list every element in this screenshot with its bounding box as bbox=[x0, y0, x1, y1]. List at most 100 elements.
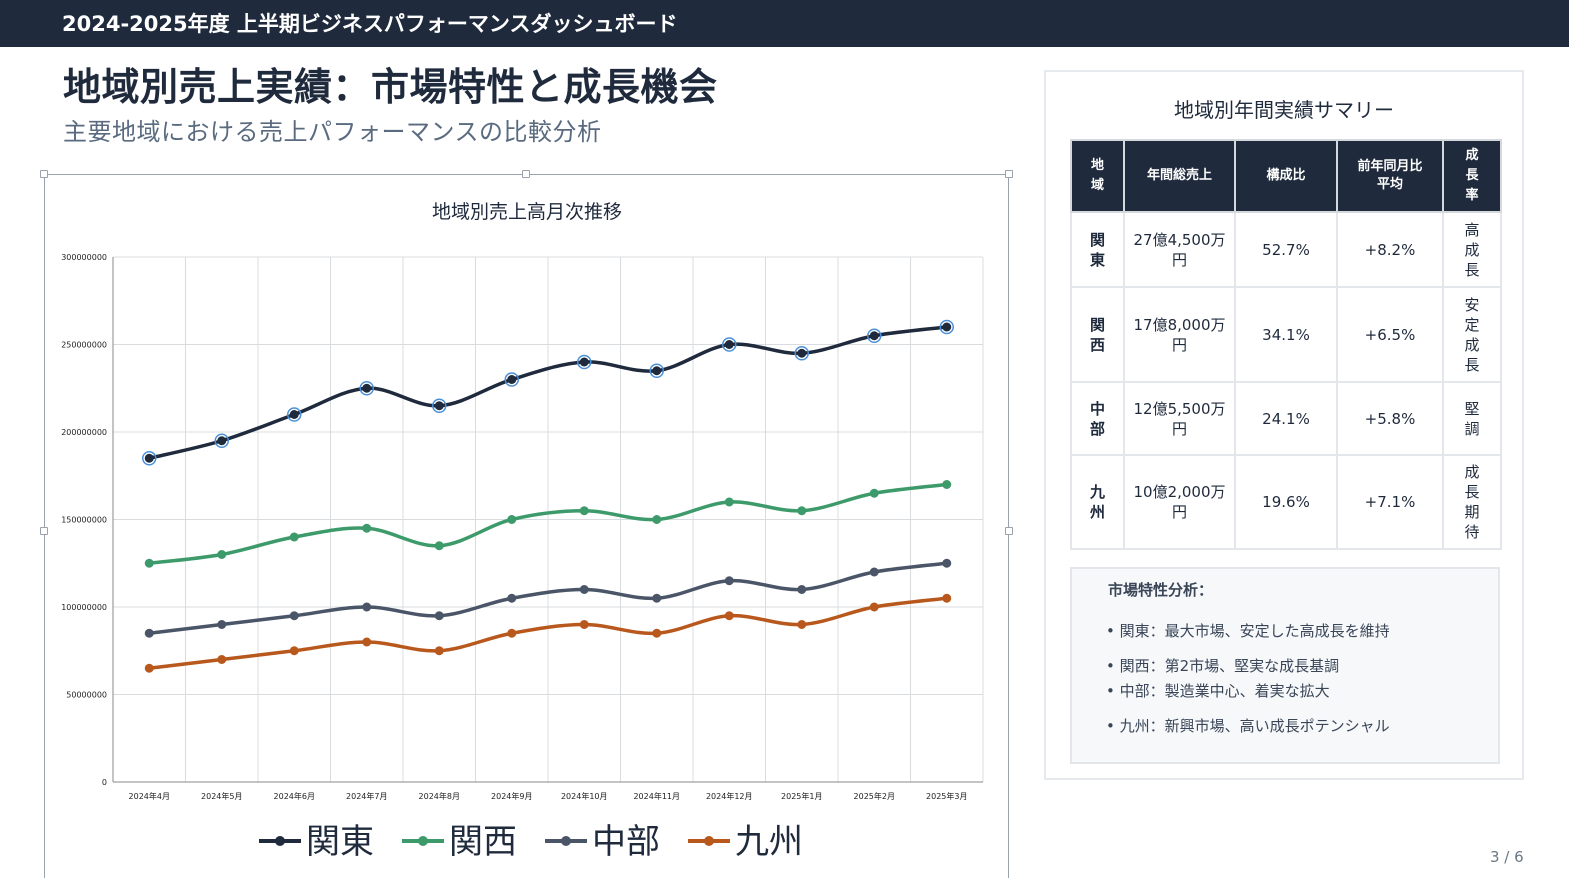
yoy-cell: +5.8% bbox=[1336, 381, 1444, 456]
x-tick-label: 2024年9月 bbox=[491, 791, 532, 801]
data-point bbox=[797, 620, 807, 629]
data-point bbox=[579, 506, 589, 516]
header-growth: 成長率 bbox=[1442, 139, 1502, 213]
data-point bbox=[724, 576, 734, 586]
data-point bbox=[942, 480, 952, 489]
data-point bbox=[434, 401, 444, 411]
share-cell: 19.6% bbox=[1234, 454, 1338, 550]
data-point bbox=[362, 602, 372, 612]
data-point bbox=[797, 348, 807, 358]
legend-marker-1 bbox=[418, 836, 428, 846]
data-point bbox=[797, 506, 807, 516]
table-row: 中部 12億5,500万円 24.1% +5.8% 堅調 bbox=[1070, 381, 1502, 456]
data-point bbox=[217, 436, 227, 446]
selected-point-marker bbox=[794, 346, 809, 361]
data-point bbox=[217, 550, 227, 559]
x-tick-label: 2024年8月 bbox=[419, 791, 460, 801]
x-tick-label: 2025年1月 bbox=[781, 791, 822, 801]
page-subtitle: 主要地域における売上パフォーマンスの比較分析 bbox=[63, 118, 602, 146]
growth-cell: 高成長 bbox=[1442, 211, 1502, 288]
y-tick-label: 0 bbox=[102, 778, 107, 787]
market-analysis-box: 市場特性分析： • 関東：最大市場、安定した高成長を維持 • 関西：第2市場、堅… bbox=[1070, 567, 1500, 764]
data-point bbox=[652, 515, 662, 524]
summary-header-row: 地域 年間総売上 構成比 前年同月比平均 成長率 bbox=[1070, 139, 1502, 213]
data-point bbox=[144, 663, 154, 673]
series-line-3 bbox=[149, 596, 947, 670]
resize-handle-middle-right[interactable] bbox=[1005, 527, 1013, 535]
sales-cell: 10億2,000万円 bbox=[1123, 454, 1236, 550]
selected-point-marker bbox=[504, 372, 519, 387]
selected-point-marker bbox=[577, 354, 592, 370]
table-row: 関西 17億8,000万円 34.1% +6.5% 安定成長 bbox=[1070, 286, 1502, 383]
data-point bbox=[724, 611, 734, 621]
data-point bbox=[217, 620, 227, 629]
data-point bbox=[942, 593, 952, 603]
selected-point-marker bbox=[287, 407, 302, 422]
selected-point-marker bbox=[359, 381, 374, 396]
series-line-1 bbox=[149, 482, 947, 565]
resize-handle-middle-left[interactable] bbox=[40, 527, 48, 535]
data-point bbox=[507, 375, 517, 384]
data-point bbox=[362, 637, 372, 647]
resize-handle-top-left[interactable] bbox=[40, 170, 48, 178]
line-chart: 地域別売上高月次推移 0 50000000 100000000 150000000 200… bbox=[61, 201, 984, 862]
data-point bbox=[579, 357, 589, 367]
resize-handle-top-right[interactable] bbox=[1005, 170, 1013, 178]
data-point bbox=[579, 585, 589, 594]
summary-title: 地域別年間実績サマリー bbox=[1174, 98, 1394, 122]
yoy-cell: +8.2% bbox=[1336, 211, 1444, 288]
analysis-item: • 九州：新興市場、高い成長ポテンシャル bbox=[1106, 717, 1390, 735]
header-share: 構成比 bbox=[1234, 139, 1338, 213]
share-cell: 34.1% bbox=[1234, 286, 1338, 383]
x-tick-label: 2024年10月 bbox=[561, 791, 608, 801]
series-line-2 bbox=[149, 561, 947, 635]
yoy-cell: +7.1% bbox=[1336, 454, 1444, 550]
legend-marker-2 bbox=[561, 836, 571, 846]
table-row: 九州 10億2,000万円 19.6% +7.1% 成長期待 bbox=[1070, 454, 1502, 550]
analysis-item: • 関西：第2市場、堅実な成長基調 bbox=[1106, 657, 1340, 675]
summary-table: 地域 年間総売上 構成比 前年同月比平均 成長率 関東 27億4,500万円 5… bbox=[1070, 139, 1502, 550]
data-point bbox=[797, 585, 807, 594]
data-point bbox=[579, 620, 589, 629]
data-point bbox=[724, 340, 734, 349]
legend-marker-0 bbox=[275, 836, 285, 846]
chart-title: 地域別売上高月次推移 bbox=[432, 201, 622, 223]
header-region: 地域 bbox=[1070, 139, 1125, 213]
header-yoy: 前年同月比平均 bbox=[1336, 139, 1444, 213]
data-point bbox=[942, 558, 952, 568]
chart-container[interactable]: 地域別売上高月次推移 0 50000000 100000000 150000000 200… bbox=[44, 174, 1009, 878]
x-tick-label: 2024年6月 bbox=[274, 791, 315, 801]
growth-cell: 安定成長 bbox=[1442, 286, 1502, 383]
x-tick-label: 2024年12月 bbox=[706, 791, 753, 801]
analysis-item: • 関東：最大市場、安定した高成長を維持 bbox=[1106, 622, 1390, 640]
x-tick-label: 2024年4月 bbox=[129, 791, 170, 801]
region-cell: 関西 bbox=[1070, 286, 1125, 383]
legend-label-1: 関西 bbox=[449, 822, 517, 862]
y-tick-label: 300000000 bbox=[61, 253, 107, 262]
selected-point-marker bbox=[142, 451, 157, 466]
selected-point-marker bbox=[722, 337, 737, 352]
share-cell: 52.7% bbox=[1234, 211, 1338, 288]
legend-label-0: 関東 bbox=[306, 822, 374, 862]
y-tick-label: 150000000 bbox=[61, 516, 107, 525]
region-cell: 関東 bbox=[1070, 211, 1125, 288]
resize-handle-top-center[interactable] bbox=[522, 170, 530, 178]
page-number: 3 / 6 bbox=[1490, 848, 1524, 866]
y-tick-label: 50000000 bbox=[66, 691, 107, 700]
data-point bbox=[507, 628, 517, 638]
data-point bbox=[507, 593, 517, 603]
data-point bbox=[289, 410, 299, 419]
data-point bbox=[869, 331, 879, 341]
region-cell: 中部 bbox=[1070, 381, 1125, 456]
y-tick-label: 100000000 bbox=[61, 603, 107, 612]
dashboard-title: 2024-2025年度 上半期ビジネスパフォーマンスダッシュボード bbox=[62, 12, 678, 36]
data-point bbox=[869, 602, 879, 612]
legend-marker-3 bbox=[704, 836, 714, 846]
table-row: 関東 27億4,500万円 52.7% +8.2% 高成長 bbox=[1070, 211, 1502, 288]
x-tick-label: 2025年3月 bbox=[926, 791, 967, 801]
data-point bbox=[869, 567, 879, 577]
y-tick-label: 200000000 bbox=[61, 428, 107, 437]
x-tick-label: 2025年2月 bbox=[854, 791, 895, 801]
selected-point-marker bbox=[867, 328, 882, 343]
data-point bbox=[289, 646, 299, 656]
